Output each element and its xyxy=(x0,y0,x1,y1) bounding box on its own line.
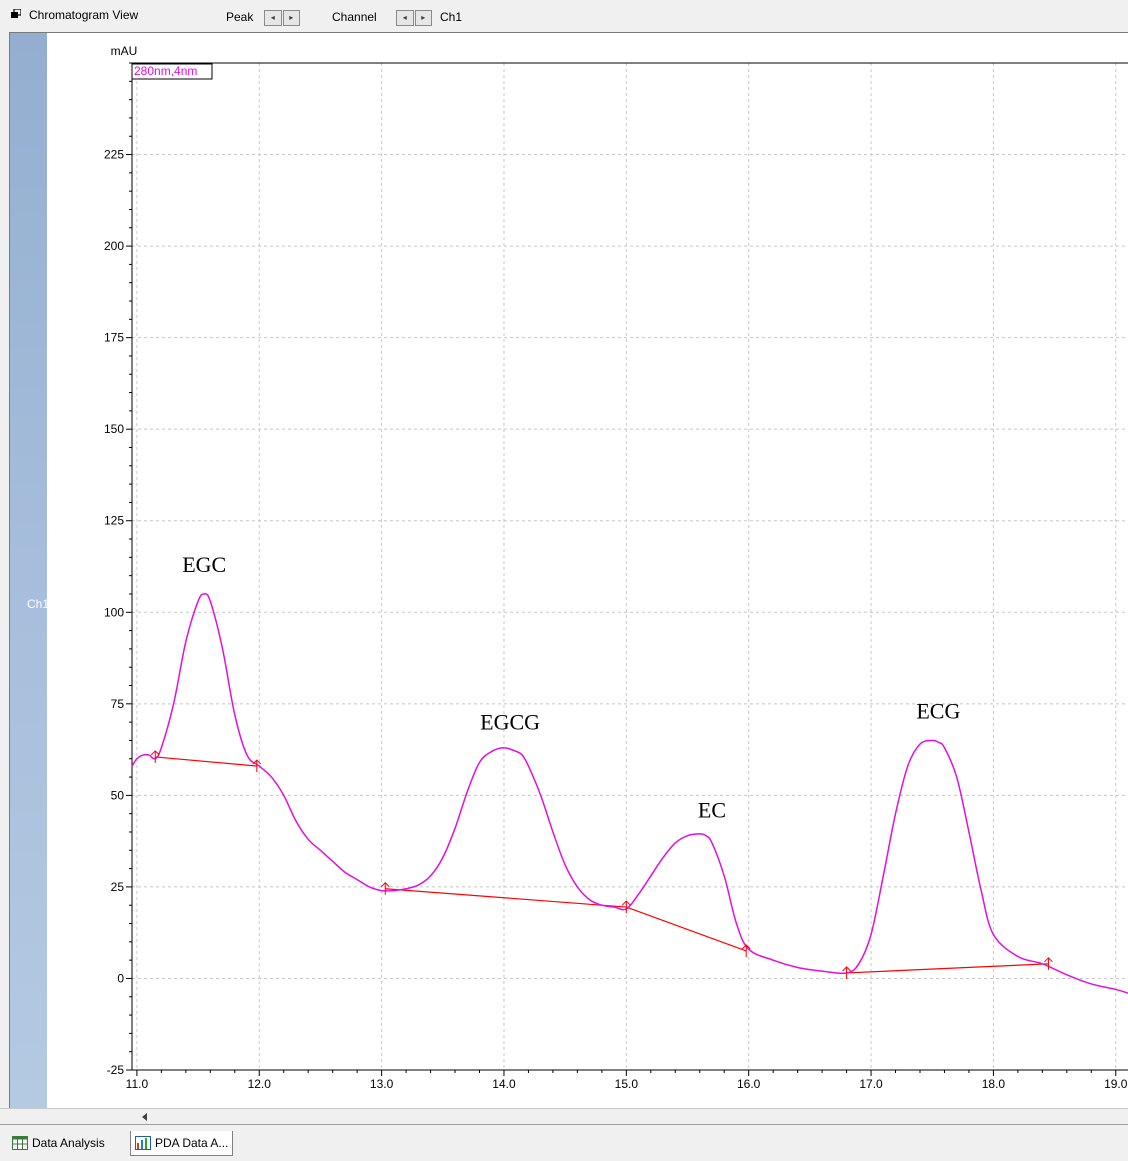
y-tick-label: 75 xyxy=(111,697,125,711)
peak-boundary-marker xyxy=(252,759,262,773)
peak-boundary-marker xyxy=(741,944,751,957)
legend: 280nm,4nm xyxy=(131,63,213,80)
y-tick-label: 150 xyxy=(104,422,124,436)
y-tick-label: 0 xyxy=(117,971,124,985)
peak-boundary-marker xyxy=(1044,957,1053,970)
x-tick-label: 15.0 xyxy=(615,1077,639,1091)
scroll-left-icon[interactable] xyxy=(141,1112,149,1122)
peak-boundary-marker xyxy=(621,900,631,914)
x-tick-label: 19.0 xyxy=(1104,1077,1128,1091)
document-tab-bar: Data Analysis PDA Data A... xyxy=(0,1124,1128,1161)
series-layer xyxy=(131,593,1128,994)
channel-stepper: ◂ ▸ xyxy=(396,10,433,26)
marker-arrowhead xyxy=(1044,957,1053,963)
channel-prev-button[interactable]: ◂ xyxy=(396,10,414,26)
peak-boundary-marker xyxy=(842,966,851,979)
tab-data-analysis[interactable]: Data Analysis xyxy=(12,1131,105,1155)
peak-label: EGCG xyxy=(480,709,540,734)
chromatogram-plot-area[interactable]: -25 0 25 50 75 100 125 150 175 200 225 11.0 12.0 13.0… xyxy=(47,33,1128,1108)
integration-baseline xyxy=(846,963,1049,974)
window-title: Chromatogram View xyxy=(29,8,139,22)
peak-prev-button[interactable]: ◂ xyxy=(264,10,282,26)
legend-label: 280nm,4nm xyxy=(134,64,197,78)
peak-label: EGC xyxy=(182,552,226,577)
peak-boundary-marker xyxy=(380,882,390,895)
horizontal-scroll-area[interactable] xyxy=(0,1108,1128,1125)
chromatogram-toolbar: Chromatogram View Peak ◂ ▸ Channel ◂ ▸ C… xyxy=(0,0,1128,32)
chromatogram-chart[interactable]: -25 0 25 50 75 100 125 150 175 200 225 11.0 12.0 13.0… xyxy=(47,33,1128,1108)
tab-pda-label: PDA Data A... xyxy=(155,1136,229,1150)
tab-pda-data-analysis[interactable]: PDA Data A... xyxy=(130,1131,234,1156)
channel-side-label: Ch1 xyxy=(27,597,50,611)
pda-chart-icon xyxy=(135,1136,151,1150)
x-tick-label: 12.0 xyxy=(248,1077,272,1091)
y-tick-label: 125 xyxy=(104,514,124,528)
marker-arrowhead xyxy=(621,900,631,906)
channel-side-panel[interactable]: Ch1 xyxy=(10,33,50,1108)
marker-arrowhead xyxy=(842,966,851,972)
y-tick-label: 100 xyxy=(104,605,124,619)
y-tick-label: -25 xyxy=(107,1063,125,1077)
marker-arrowhead xyxy=(380,882,390,888)
y-tick-label: 225 xyxy=(104,148,124,162)
x-tick-label: 11.0 xyxy=(126,1077,149,1091)
x-tick-label: 18.0 xyxy=(982,1077,1006,1091)
window-restore-icon[interactable] xyxy=(11,9,21,18)
peak-label: Peak xyxy=(226,10,254,24)
x-tick-label: 17.0 xyxy=(859,1077,883,1091)
x-tick-label: 14.0 xyxy=(492,1077,516,1091)
y-tick-label: 50 xyxy=(111,788,125,802)
x-tick-label: 13.0 xyxy=(370,1077,394,1091)
legend-box xyxy=(131,63,213,80)
channel-next-button[interactable]: ▸ xyxy=(414,10,432,26)
x-tick-label: 16.0 xyxy=(737,1077,761,1091)
y-tick-label: 175 xyxy=(104,331,124,345)
peak-next-button[interactable]: ▸ xyxy=(282,10,300,26)
grid xyxy=(132,63,1128,1071)
chromatogram-trace xyxy=(131,593,1128,994)
peak-markers xyxy=(150,750,1053,979)
y-axis-label: mAU xyxy=(111,44,138,58)
view-frame xyxy=(9,32,1128,1109)
marker-arrowhead xyxy=(252,759,262,765)
annotations: EGC EGCG EC ECG xyxy=(182,552,960,822)
axes: -25 0 25 50 75 100 125 150 175 200 225 11.0 12.0 13.0… xyxy=(104,44,1128,1091)
channel-label: Channel xyxy=(332,10,377,24)
y-tick-label: 200 xyxy=(104,239,124,253)
marker-arrowhead xyxy=(741,944,751,950)
peak-label: ECG xyxy=(916,698,960,723)
spreadsheet-icon xyxy=(12,1136,28,1150)
marker-arrowhead xyxy=(150,750,160,756)
tab-data-analysis-label: Data Analysis xyxy=(32,1136,105,1150)
integration-baseline xyxy=(155,756,257,767)
channel-value: Ch1 xyxy=(440,10,463,24)
integration-baseline xyxy=(385,888,747,952)
peak-label: EC xyxy=(698,797,726,822)
baselines xyxy=(155,756,1049,974)
y-tick-label: 25 xyxy=(111,880,125,894)
peak-boundary-marker xyxy=(150,750,160,763)
peak-stepper: ◂ ▸ xyxy=(264,10,301,26)
